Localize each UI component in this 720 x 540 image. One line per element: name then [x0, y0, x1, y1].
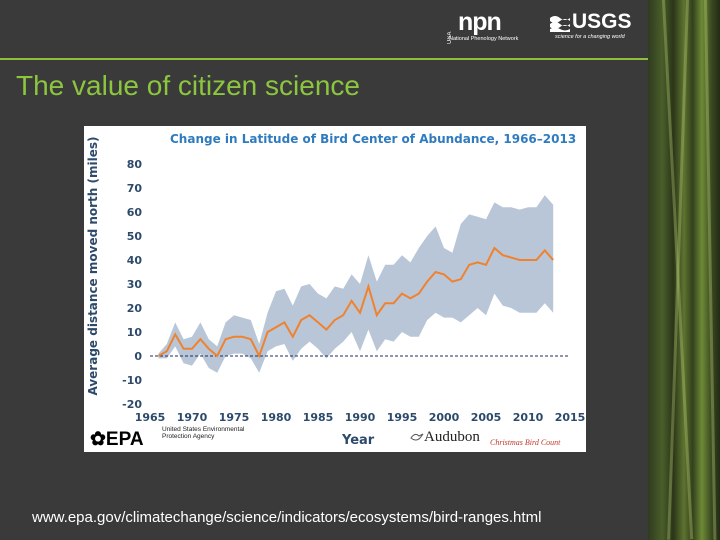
x-tick-label: 2005	[471, 411, 502, 424]
epa-wordmark: ✿EPA	[90, 429, 144, 450]
npn-logo: USA npn National Phenology Network	[447, 8, 539, 46]
y-tick-label: 80	[127, 158, 143, 171]
chart-figure: Change in Latitude of Bird Center of Abu…	[84, 126, 586, 452]
x-tick-label: 1990	[345, 411, 376, 424]
usgs-wordmark: USGS	[572, 10, 632, 33]
bird-icon	[410, 433, 424, 441]
source-url: www.epa.gov/climatechange/science/indica…	[32, 509, 542, 526]
usgs-tagline: science for a changing world	[555, 34, 625, 40]
npn-wordmark: npn	[458, 8, 502, 36]
chart-plot: -20 -10 0 10 20 30 40 50 60 70 80 1965 1970 1975 1980 1…	[122, 158, 586, 424]
y-tick-label: 60	[127, 206, 143, 219]
epa-logo: ✿EPA United States Environmental Protect…	[88, 426, 248, 450]
y-tick-label: -20	[122, 398, 142, 411]
x-tick-label: 1970	[177, 411, 208, 424]
y-tick-label: 50	[127, 230, 143, 243]
x-tick-label: 2010	[513, 411, 544, 424]
average-line	[157, 246, 554, 359]
x-tick-label: 1980	[261, 411, 292, 424]
usgs-logo: USGS science for a changing world	[550, 10, 635, 46]
y-tick-label: 10	[127, 326, 143, 339]
audubon-logo: Audubon Christmas Bird Count	[410, 426, 585, 448]
y-tick-label: -10	[122, 374, 142, 387]
slide-title: The value of citizen science	[16, 70, 360, 101]
x-tick-label: 2015	[555, 411, 586, 424]
header-bar	[0, 0, 650, 58]
usgs-wave-icon	[550, 16, 570, 32]
y-tick-label: 0	[134, 350, 142, 363]
x-tick-label: 1985	[303, 411, 334, 424]
grass-image-strip	[648, 0, 720, 540]
y-tick-label: 70	[127, 182, 143, 195]
confidence-band	[158, 195, 554, 373]
y-tick-label: 40	[127, 254, 143, 267]
x-tick-label: 2000	[429, 411, 460, 424]
x-tick-label: 1995	[387, 411, 418, 424]
x-axis-label: Year	[342, 433, 375, 448]
epa-agency-name: United States Environmental Protection A…	[162, 426, 245, 440]
x-tick-label: 1975	[219, 411, 250, 424]
y-tick-label: 20	[127, 302, 143, 315]
green-rule	[0, 58, 655, 60]
chart-title: Change in Latitude of Bird Center of Abu…	[170, 132, 577, 146]
y-tick-label: 30	[127, 278, 143, 291]
christmas-bird-count-label: Christmas Bird Count	[490, 438, 561, 447]
grass-blade	[704, 0, 717, 540]
npn-subtitle: National Phenology Network	[449, 36, 519, 42]
audubon-wordmark: Audubon	[424, 429, 480, 445]
epa-wordmark-text: EPA	[105, 429, 144, 450]
x-tick-label: 1965	[135, 411, 166, 424]
